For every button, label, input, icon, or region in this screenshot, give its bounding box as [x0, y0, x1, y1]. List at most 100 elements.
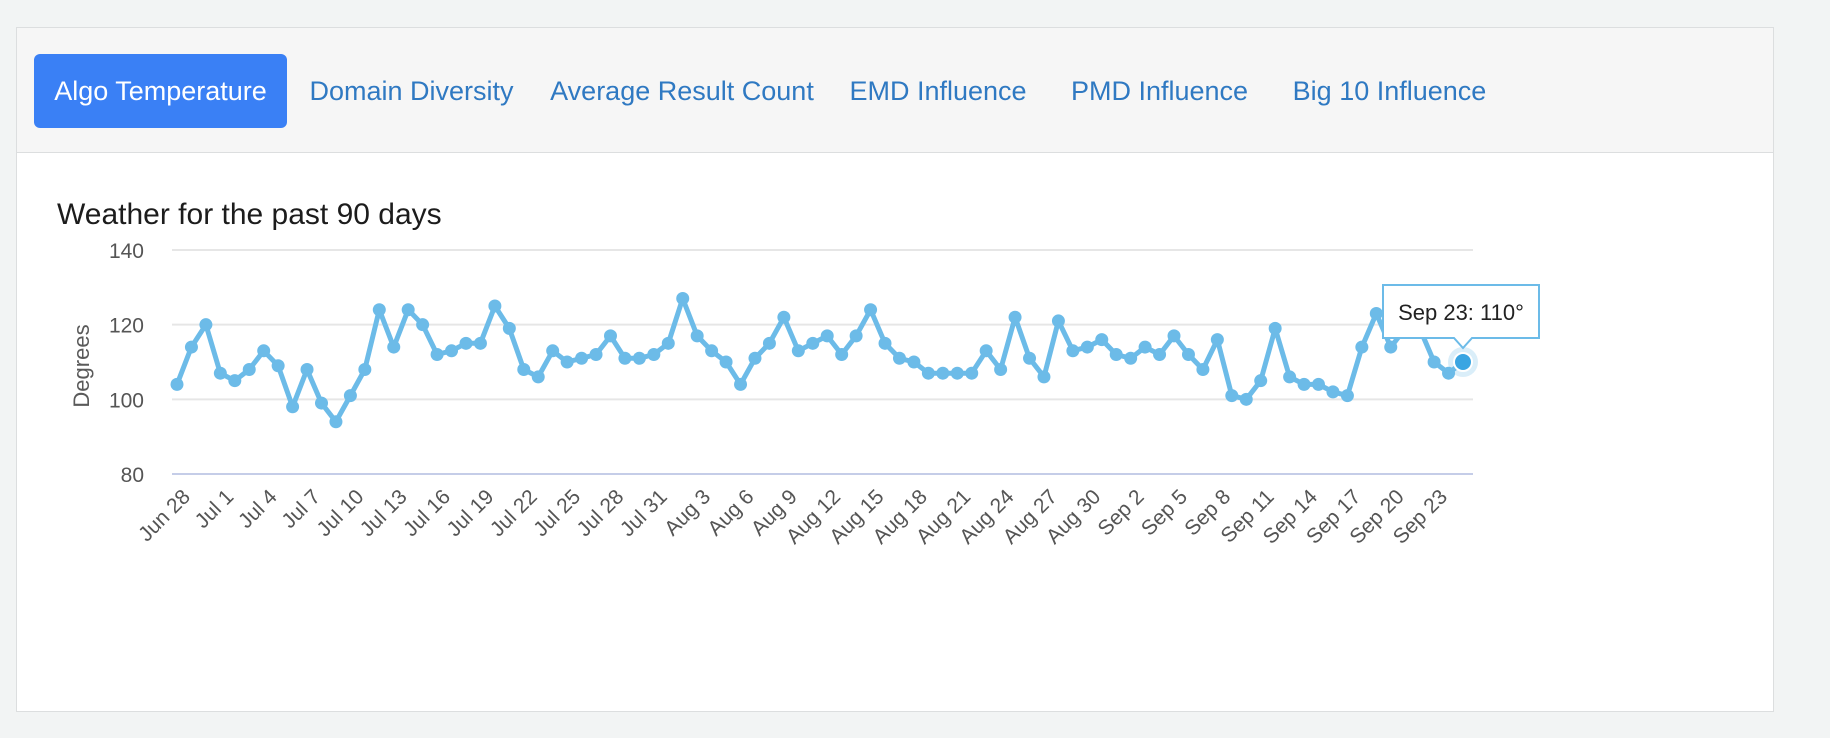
- data-point[interactable]: [748, 351, 762, 365]
- data-point[interactable]: [849, 329, 863, 343]
- data-point[interactable]: [1167, 329, 1181, 343]
- data-point[interactable]: [1051, 314, 1065, 328]
- data-point[interactable]: [329, 415, 343, 429]
- data-point[interactable]: [921, 366, 935, 380]
- data-point[interactable]: [589, 348, 603, 362]
- data-point[interactable]: [343, 389, 357, 403]
- data-point[interactable]: [387, 340, 401, 354]
- tab-emd-influence[interactable]: EMD Influence: [849, 75, 1027, 106]
- data-point[interactable]: [950, 366, 964, 380]
- data-point[interactable]: [1080, 340, 1094, 354]
- data-point[interactable]: [1283, 370, 1297, 384]
- data-point[interactable]: [271, 359, 285, 373]
- data-point[interactable]: [979, 344, 993, 358]
- data-point[interactable]: [531, 370, 545, 384]
- data-point[interactable]: [286, 400, 300, 414]
- data-point[interactable]: [632, 351, 646, 365]
- data-point[interactable]: [257, 344, 271, 358]
- data-point[interactable]: [647, 348, 661, 362]
- data-point[interactable]: [184, 340, 198, 354]
- data-point[interactable]: [1254, 374, 1268, 388]
- tooltip-text: Sep 23: 110°: [1398, 300, 1524, 325]
- tab-big-10-influence[interactable]: Big 10 Influence: [1292, 75, 1487, 106]
- data-point[interactable]: [560, 355, 574, 369]
- data-point[interactable]: [213, 366, 227, 380]
- data-point[interactable]: [806, 336, 820, 350]
- data-point[interactable]: [1369, 306, 1383, 320]
- data-point[interactable]: [372, 303, 386, 317]
- data-point[interactable]: [676, 292, 690, 306]
- data-point[interactable]: [228, 374, 242, 388]
- data-point[interactable]: [1210, 333, 1224, 347]
- data-point[interactable]: [1384, 340, 1398, 354]
- data-point[interactable]: [575, 351, 589, 365]
- data-point[interactable]: [314, 396, 328, 410]
- data-point[interactable]: [878, 336, 892, 350]
- data-point[interactable]: [1442, 366, 1456, 380]
- x-tick-label: Aug 3: [660, 485, 715, 540]
- data-point[interactable]: [300, 362, 314, 376]
- highlight-point[interactable]: [1453, 352, 1473, 372]
- data-point[interactable]: [199, 318, 213, 332]
- data-point[interactable]: [1153, 348, 1167, 362]
- data-point[interactable]: [965, 366, 979, 380]
- data-point[interactable]: [459, 336, 473, 350]
- tab-domain-diversity[interactable]: Domain Diversity: [309, 75, 514, 106]
- data-point[interactable]: [777, 310, 791, 324]
- data-point[interactable]: [242, 362, 256, 376]
- data-point[interactable]: [430, 348, 444, 362]
- data-point[interactable]: [473, 336, 487, 350]
- data-point[interactable]: [1095, 333, 1109, 347]
- data-point[interactable]: [618, 351, 632, 365]
- data-point[interactable]: [1124, 351, 1138, 365]
- data-point[interactable]: [1326, 385, 1340, 399]
- x-tick-label: Aug 6: [703, 485, 758, 540]
- data-point[interactable]: [1037, 370, 1051, 384]
- data-point[interactable]: [690, 329, 704, 343]
- tab-algo-temperature[interactable]: Algo Temperature: [34, 54, 287, 128]
- data-point[interactable]: [170, 377, 184, 391]
- data-point[interactable]: [1066, 344, 1080, 358]
- data-point[interactable]: [1109, 348, 1123, 362]
- data-point[interactable]: [1340, 389, 1354, 403]
- data-point[interactable]: [705, 344, 719, 358]
- data-point[interactable]: [1138, 340, 1152, 354]
- data-point[interactable]: [1355, 340, 1369, 354]
- data-point[interactable]: [401, 303, 415, 317]
- tab-average-result-count[interactable]: Average Result Count: [550, 75, 814, 106]
- data-point[interactable]: [864, 303, 878, 317]
- y-tick-label: 80: [121, 464, 144, 487]
- data-point[interactable]: [1239, 392, 1253, 406]
- data-point[interactable]: [734, 377, 748, 391]
- data-point[interactable]: [892, 351, 906, 365]
- data-point[interactable]: [445, 344, 459, 358]
- data-point[interactable]: [907, 355, 921, 369]
- data-point[interactable]: [994, 362, 1008, 376]
- data-point[interactable]: [1268, 321, 1282, 335]
- data-point[interactable]: [1008, 310, 1022, 324]
- data-point[interactable]: [502, 321, 516, 335]
- data-point[interactable]: [791, 344, 805, 358]
- data-point[interactable]: [517, 362, 531, 376]
- data-point[interactable]: [1312, 377, 1326, 391]
- data-point[interactable]: [1181, 348, 1195, 362]
- data-point[interactable]: [416, 318, 430, 332]
- data-point[interactable]: [546, 344, 560, 358]
- data-point[interactable]: [1225, 389, 1239, 403]
- data-point[interactable]: [488, 299, 502, 313]
- data-point[interactable]: [762, 336, 776, 350]
- data-point[interactable]: [1023, 351, 1037, 365]
- y-axis-label: Degrees: [69, 324, 94, 407]
- data-point[interactable]: [820, 329, 834, 343]
- data-point[interactable]: [719, 355, 733, 369]
- data-point[interactable]: [1427, 355, 1441, 369]
- data-point[interactable]: [661, 336, 675, 350]
- data-point[interactable]: [936, 366, 950, 380]
- data-point[interactable]: [835, 348, 849, 362]
- tooltip-box: [1382, 284, 1540, 350]
- data-point[interactable]: [1196, 362, 1210, 376]
- data-point[interactable]: [603, 329, 617, 343]
- data-point[interactable]: [358, 362, 372, 376]
- data-point[interactable]: [1297, 377, 1311, 391]
- tab-pmd-influence[interactable]: PMD Influence: [1070, 75, 1249, 106]
